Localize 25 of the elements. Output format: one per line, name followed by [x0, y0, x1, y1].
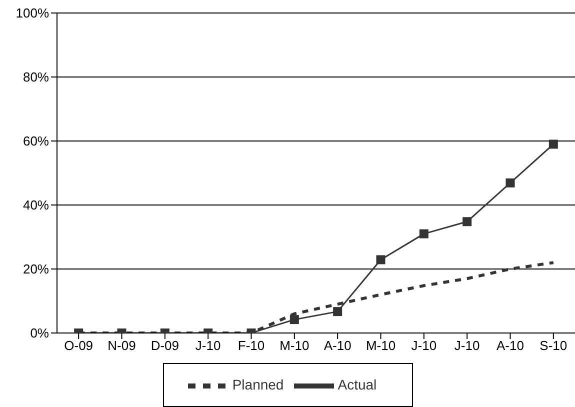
- x-tick-label: O-09: [64, 338, 94, 354]
- legend-label: Actual: [338, 376, 377, 393]
- x-tick-label: A-10: [496, 338, 524, 354]
- x-tick-label: A-10: [324, 338, 352, 354]
- point: [376, 255, 386, 264]
- x-tick-label: D-09: [150, 338, 180, 354]
- point: [548, 140, 558, 149]
- legend-label: Planned: [232, 376, 284, 393]
- y-tick-label: 80%: [22, 70, 50, 85]
- y-tick-label: 60%: [22, 134, 50, 149]
- point: [462, 217, 472, 226]
- y-tick-label: 40%: [22, 198, 50, 213]
- x-tick-label: J-10: [195, 338, 221, 354]
- y-tick-label: 100%: [16, 6, 50, 21]
- x-tick-label: N-09: [108, 338, 136, 354]
- x-tick-label: F-10: [238, 338, 265, 354]
- y-tick-label: 0%: [30, 326, 50, 341]
- x-tick-label: S-10: [540, 338, 568, 354]
- x-tick-label: J-10: [454, 338, 480, 354]
- point: [506, 178, 515, 188]
- x-tick-label: J-10: [411, 338, 437, 354]
- y-tick-label: 20%: [22, 262, 50, 277]
- x-tick-label: M-10: [366, 338, 396, 354]
- x-tick-label: M-10: [280, 338, 310, 354]
- point: [419, 229, 428, 238]
